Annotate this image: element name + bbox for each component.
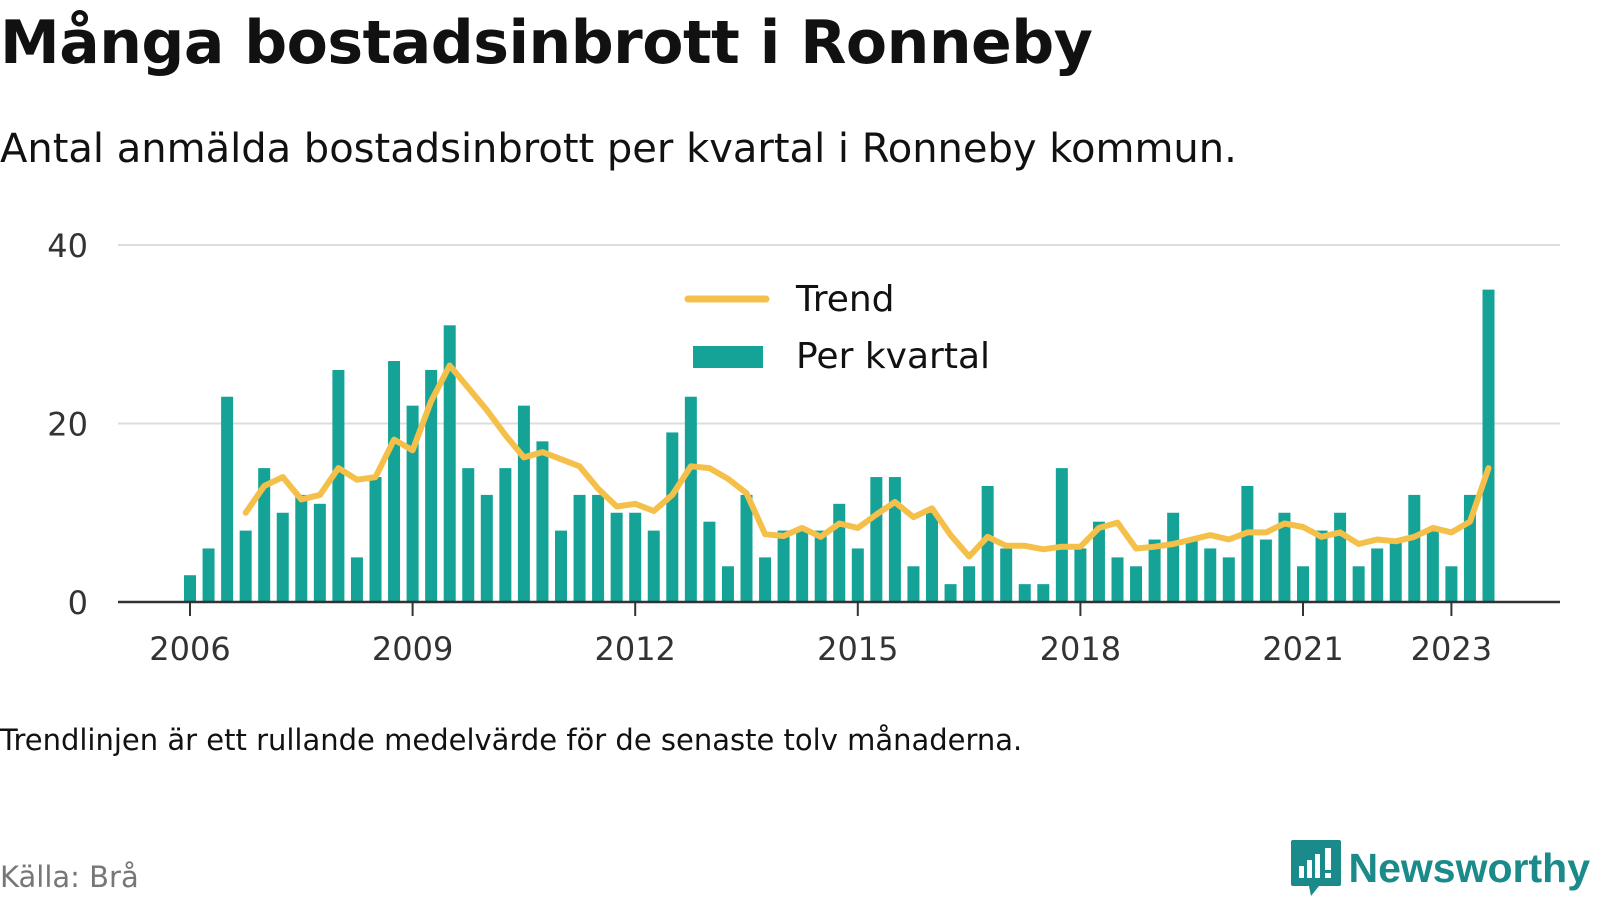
brand-logo: Newsworthy: [1289, 838, 1591, 898]
x-tick-label: 2006: [149, 630, 230, 668]
bar: [1018, 584, 1031, 602]
bar: [1148, 539, 1161, 602]
bar: [1222, 557, 1235, 602]
bar: [406, 405, 419, 602]
legend-label-bars: Per kvartal: [796, 336, 990, 377]
chart-footnote: Trendlinjen är ett rullande medelvärde f…: [0, 723, 1023, 757]
bar: [814, 530, 827, 602]
bar: [777, 530, 790, 602]
bar: [592, 494, 605, 602]
bar: [258, 468, 271, 602]
trend-line: [242, 362, 1492, 560]
bar: [1055, 468, 1068, 602]
bar: [425, 369, 438, 602]
bar: [740, 494, 753, 602]
y-tick-label: 40: [47, 227, 88, 265]
x-tick-label: 2012: [594, 630, 675, 668]
bar: [295, 494, 308, 602]
bar: [1389, 539, 1402, 602]
bar: [1445, 566, 1458, 602]
bar: [703, 521, 716, 602]
bar: [1408, 494, 1421, 602]
x-tick-label: 2009: [372, 630, 453, 668]
newsworthy-logo-icon: [1290, 840, 1341, 896]
bar: [926, 512, 938, 602]
bar: [1352, 566, 1365, 602]
bar: [1297, 566, 1309, 602]
chart-legend: Trend Per kvartal: [684, 279, 990, 377]
bar: [443, 325, 456, 602]
bar: [332, 369, 345, 602]
bar: [944, 584, 957, 602]
bar: [833, 503, 846, 602]
bar: [1482, 289, 1495, 602]
legend-label-trend: Trend: [795, 279, 895, 320]
bar: [1371, 548, 1384, 602]
bar: [1130, 566, 1143, 602]
x-tick-label: 2023: [1411, 630, 1492, 668]
bar: [1204, 548, 1217, 602]
bar: [1167, 512, 1180, 602]
x-tick-label: 2021: [1262, 630, 1343, 668]
bar: [184, 575, 196, 602]
bar: [963, 566, 976, 602]
chart-title: Många bostadsinbrott i Ronneby: [0, 8, 1093, 78]
bar: [1185, 539, 1198, 602]
bar: [462, 468, 475, 602]
bar: [666, 432, 679, 602]
bar: [851, 548, 864, 602]
x-tick-label: 2018: [1040, 630, 1121, 668]
bar: [759, 557, 772, 602]
bar: [907, 566, 920, 602]
bar: [610, 512, 623, 602]
bar: [1259, 539, 1272, 602]
x-tick-label: 2015: [817, 630, 898, 668]
bar: [388, 361, 401, 602]
bar: [647, 530, 660, 602]
bar: [888, 477, 901, 602]
bar: [1074, 548, 1087, 602]
legend-swatch-bars: [693, 346, 763, 368]
bar: [555, 530, 567, 602]
bar: [221, 396, 234, 602]
bar: [1037, 584, 1050, 602]
bar: [276, 512, 289, 602]
bar: [684, 396, 697, 602]
bar: [870, 477, 883, 602]
bar: [202, 548, 215, 602]
bar: [629, 512, 642, 602]
bar: [1315, 530, 1328, 602]
bar: [313, 503, 326, 602]
bar: [369, 477, 382, 602]
bar: [1241, 485, 1254, 602]
source-credit: Källa: Brå: [0, 860, 139, 894]
bar: [517, 405, 530, 602]
bar: [1334, 512, 1347, 602]
bar: [573, 494, 586, 602]
chart-subtitle: Antal anmälda bostadsinbrott per kvartal…: [0, 126, 1237, 172]
bar: [796, 530, 809, 602]
bar: [1426, 530, 1439, 602]
brand-name: Newsworthy: [1348, 844, 1591, 891]
bar: [499, 468, 512, 602]
bar: [350, 557, 363, 602]
bar: [536, 441, 549, 602]
bar: [1000, 548, 1013, 602]
bar: [721, 566, 734, 602]
bar: [1278, 512, 1291, 602]
y-tick-label: 0: [68, 584, 88, 622]
bar: [239, 530, 252, 602]
y-tick-label: 20: [47, 406, 88, 444]
bar: [981, 485, 994, 602]
bar: [1111, 557, 1124, 602]
bar: [480, 494, 493, 602]
bar: [1092, 521, 1105, 602]
